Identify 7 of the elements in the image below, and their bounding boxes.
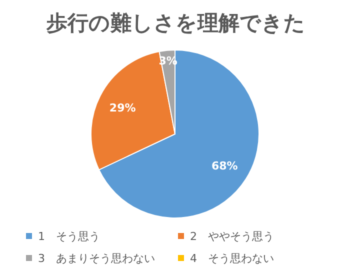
legend-label: 2 ややそう思う: [190, 230, 274, 243]
legend-label: 4 そう思わない: [190, 252, 274, 265]
data-label: 29%: [109, 101, 136, 114]
legend-label: 1 そう思う: [38, 230, 100, 243]
chart-title: 歩行の難しさを理解できた: [46, 11, 306, 35]
legend-label: 3 あまりそう思わない: [38, 252, 155, 265]
data-label: 68%: [211, 160, 238, 173]
